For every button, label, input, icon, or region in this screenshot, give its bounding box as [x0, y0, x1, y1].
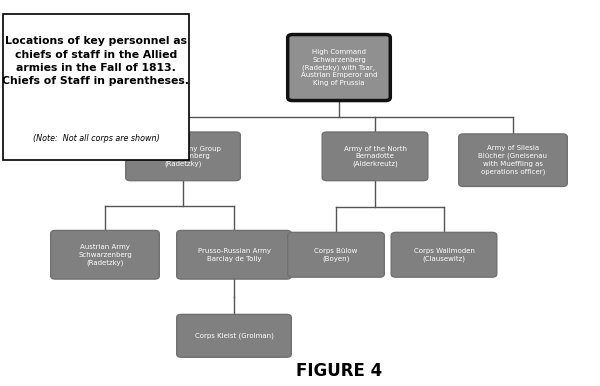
Text: Army of Silesia
Blücher (Gneisenau
with Mueffling as
operations officer): Army of Silesia Blücher (Gneisenau with …: [479, 146, 548, 175]
FancyBboxPatch shape: [322, 132, 428, 181]
FancyBboxPatch shape: [288, 232, 385, 277]
Text: High Command
Schwarzenberg
(Radetzky) with Tsar,
Austrian Emperor and
King of Pr: High Command Schwarzenberg (Radetzky) wi…: [301, 49, 377, 86]
Text: Army of the North
Bernadotte
(Alderkreutz): Army of the North Bernadotte (Alderkreut…: [343, 146, 407, 167]
FancyBboxPatch shape: [50, 230, 160, 279]
FancyBboxPatch shape: [176, 230, 292, 279]
FancyBboxPatch shape: [176, 314, 292, 357]
Text: (Note:  Not all corps are shown): (Note: Not all corps are shown): [32, 134, 160, 143]
Text: Locations of key personnel as
chiefs of staff in the Allied
armies in the Fall o: Locations of key personnel as chiefs of …: [2, 36, 190, 86]
Text: Corps Kleist (Grolman): Corps Kleist (Grolman): [194, 333, 274, 339]
FancyBboxPatch shape: [459, 134, 568, 186]
Text: FIGURE 4: FIGURE 4: [296, 362, 382, 379]
Text: Corps Bülow
(Boyen): Corps Bülow (Boyen): [314, 248, 358, 262]
Text: Bohemia Army Group
Schwarzenberg
(Radetzky): Bohemia Army Group Schwarzenberg (Radetz…: [146, 146, 220, 167]
FancyBboxPatch shape: [287, 35, 390, 100]
Text: Corps Wallmoden
(Clausewitz): Corps Wallmoden (Clausewitz): [413, 248, 475, 262]
Text: Prusso-Russian Army
Barclay de Tolly: Prusso-Russian Army Barclay de Tolly: [197, 248, 271, 261]
FancyBboxPatch shape: [391, 232, 497, 277]
Text: Austrian Army
Schwarzenberg
(Radetzky): Austrian Army Schwarzenberg (Radetzky): [78, 244, 132, 266]
FancyBboxPatch shape: [3, 14, 189, 160]
FancyBboxPatch shape: [126, 132, 240, 181]
